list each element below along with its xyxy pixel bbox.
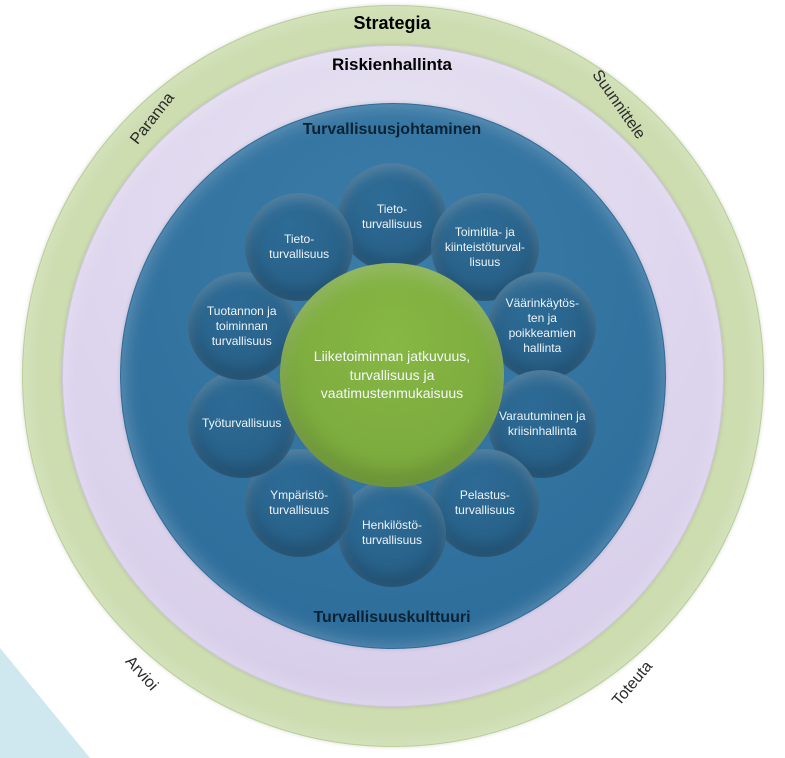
petal-5: Henkilöstö-turvallisuus xyxy=(338,479,446,587)
outer-ring-label: Strategia xyxy=(292,13,492,34)
corner-accent xyxy=(0,648,90,758)
petal-2: Väärinkäytös-ten japoikkeamienhallinta xyxy=(488,272,596,380)
petal-7: Työturvallisuus xyxy=(188,370,296,478)
inner-top-label: Turvallisuusjohtaminen xyxy=(242,121,542,139)
middle-ring-label: Riskienhallinta xyxy=(292,55,492,75)
diagram-stage: Tieto-turvallisuusToimitila- jakiinteist… xyxy=(0,0,785,758)
core-text: Liiketoiminnan jatkuvuus,turvallisuus ja… xyxy=(314,347,470,404)
petal-0: Tieto-turvallisuus xyxy=(338,163,446,271)
inner-bottom-label: Turvallisuuskulttuuri xyxy=(242,609,542,627)
core-circle: Liiketoiminnan jatkuvuus,turvallisuus ja… xyxy=(280,263,504,487)
